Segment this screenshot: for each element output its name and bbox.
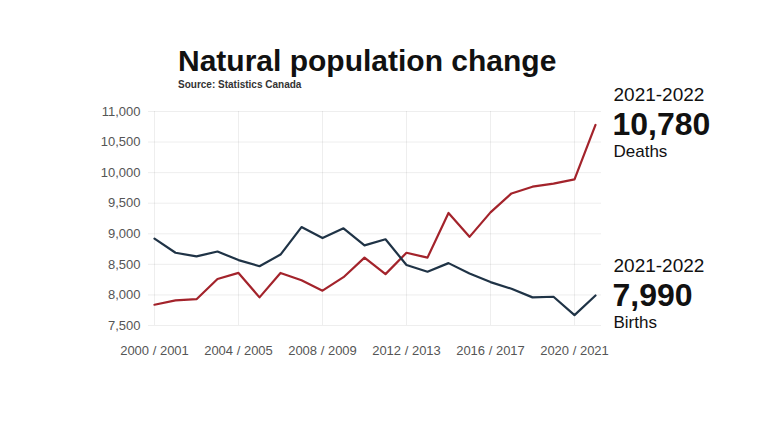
svg-text:2008 / 2009: 2008 / 2009 xyxy=(288,343,357,358)
svg-text:10,780: 10,780 xyxy=(613,106,711,142)
svg-text:2020 / 2021: 2020 / 2021 xyxy=(540,343,609,358)
svg-text:10,500: 10,500 xyxy=(101,134,141,149)
svg-text:8,500: 8,500 xyxy=(108,257,141,272)
svg-text:7,990: 7,990 xyxy=(613,277,693,313)
svg-text:7,500: 7,500 xyxy=(108,318,141,333)
svg-text:2021-2022: 2021-2022 xyxy=(614,84,705,105)
svg-text:Births: Births xyxy=(614,313,657,332)
html-text:Source: Statistics Canada: Source: Statistics Canada xyxy=(178,79,302,90)
html-text:Natural population change: Natural population change xyxy=(178,44,557,77)
svg-text:9,500: 9,500 xyxy=(108,195,141,210)
svg-text:Deaths: Deaths xyxy=(614,142,668,161)
svg-text:2000 / 2001: 2000 / 2001 xyxy=(120,343,189,358)
svg-text:11,000: 11,000 xyxy=(102,104,141,119)
svg-text:2004 / 2005: 2004 / 2005 xyxy=(204,343,273,358)
svg-text:2021-2022: 2021-2022 xyxy=(614,255,705,276)
svg-text:2016 / 2017: 2016 / 2017 xyxy=(456,343,525,358)
svg-text:2012 / 2013: 2012 / 2013 xyxy=(372,343,441,358)
svg-text:8,000: 8,000 xyxy=(108,287,141,302)
svg-text:9,000: 9,000 xyxy=(108,226,141,241)
svg-text:10,000: 10,000 xyxy=(101,165,141,180)
